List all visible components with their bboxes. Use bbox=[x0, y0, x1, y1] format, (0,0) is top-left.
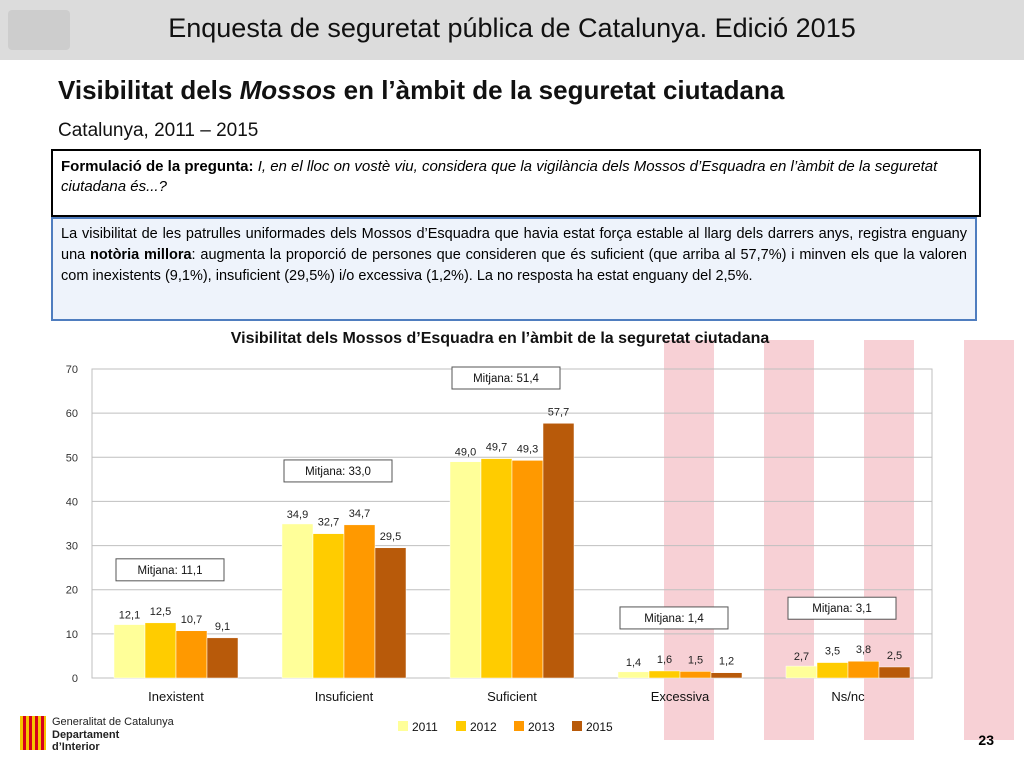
bar bbox=[113, 624, 146, 679]
data-label: 2,5 bbox=[887, 650, 902, 662]
bar bbox=[206, 637, 239, 679]
x-tick-label: Inexistent bbox=[148, 689, 204, 704]
data-label: 10,7 bbox=[181, 614, 202, 626]
mean-box bbox=[115, 558, 225, 582]
y-tick-label: 70 bbox=[66, 364, 78, 376]
question-text: I, en el lloc on vostè viu, considera qu… bbox=[61, 158, 938, 195]
x-tick-label: Ns/nc bbox=[831, 689, 865, 704]
legend-swatch bbox=[398, 721, 408, 731]
data-label: 29,5 bbox=[380, 531, 401, 543]
bar bbox=[542, 423, 575, 679]
data-label: 1,6 bbox=[657, 654, 672, 666]
bar bbox=[648, 670, 681, 679]
bar bbox=[847, 660, 880, 679]
bar bbox=[343, 524, 376, 679]
data-label: 57,7 bbox=[548, 406, 569, 418]
summary-bold: notòria millora bbox=[90, 247, 192, 263]
summary-part1: La visibilitat de les patrulles uniforma… bbox=[61, 226, 967, 263]
data-label: 1,2 bbox=[719, 656, 734, 668]
header-logo bbox=[8, 10, 70, 50]
y-tick-label: 50 bbox=[66, 452, 78, 464]
y-tick-label: 40 bbox=[66, 496, 78, 508]
mean-label: Mitjana: 11,1 bbox=[138, 565, 203, 577]
mean-label: Mitjana: 1,4 bbox=[644, 613, 704, 625]
data-label: 3,5 bbox=[825, 646, 840, 658]
mean-box bbox=[451, 366, 561, 390]
mean-label: Mitjana: 51,4 bbox=[473, 373, 539, 385]
legend-swatch bbox=[514, 721, 524, 731]
data-label: 34,9 bbox=[287, 509, 308, 521]
org-name: Generalitat de Catalunya bbox=[52, 716, 174, 728]
data-label: 3,8 bbox=[856, 644, 871, 656]
bar bbox=[710, 672, 743, 679]
legend-swatch bbox=[456, 721, 466, 731]
y-tick-label: 30 bbox=[66, 541, 78, 553]
summary-part2: : augmenta la proporció de persones que … bbox=[61, 247, 967, 284]
bar bbox=[816, 662, 849, 679]
bar bbox=[511, 460, 544, 679]
org-department: Departament bbox=[52, 729, 120, 741]
chart-title: Visibilitat dels Mossos d’Esquadra en l’… bbox=[230, 330, 770, 347]
bar bbox=[480, 458, 513, 679]
bar bbox=[281, 523, 314, 679]
bar bbox=[374, 547, 407, 679]
legend-label: 2011 bbox=[412, 720, 438, 734]
flag-icon bbox=[20, 716, 46, 750]
bar bbox=[878, 666, 911, 679]
mean-box bbox=[787, 596, 897, 620]
legend-label: 2013 bbox=[528, 720, 555, 734]
question-label: Formulació de la pregunta: bbox=[61, 158, 254, 175]
data-label: 9,1 bbox=[215, 621, 230, 633]
slide-title-pre: Visibilitat dels bbox=[58, 75, 240, 105]
data-label: 34,7 bbox=[349, 508, 370, 520]
bar bbox=[175, 630, 208, 679]
y-tick-label: 20 bbox=[66, 585, 78, 597]
mean-label: Mitjana: 33,0 bbox=[305, 466, 371, 478]
org-logo: Generalitat de Catalunya Departament d’I… bbox=[20, 714, 210, 754]
bar-chart: 0 10 20 30 40 50 60 70 12,1 12,5 10,7 9,1 Inexistent… bbox=[66, 364, 933, 734]
mean-box bbox=[283, 459, 393, 483]
bar bbox=[449, 461, 482, 679]
y-tick-label: 10 bbox=[66, 629, 78, 641]
org-department-name: d’Interior bbox=[52, 741, 100, 753]
mean-label: Mitjana: 3,1 bbox=[812, 603, 871, 615]
x-tick-label: Excessiva bbox=[651, 689, 710, 704]
data-label: 12,1 bbox=[119, 610, 140, 622]
data-label: 32,7 bbox=[318, 517, 339, 529]
x-tick-label: Insuficient bbox=[315, 689, 374, 704]
bar bbox=[312, 533, 345, 679]
data-label: 12,5 bbox=[150, 606, 171, 618]
header-title: Enquesta de seguretat pública de Catalun… bbox=[168, 13, 856, 43]
legend-label: 2012 bbox=[470, 720, 497, 734]
bar bbox=[679, 671, 712, 679]
data-label: 49,7 bbox=[486, 442, 507, 454]
y-tick-label: 0 bbox=[72, 673, 78, 685]
data-label: 1,5 bbox=[688, 654, 703, 666]
slide-title: Visibilitat dels Mossos en l’àmbit de la… bbox=[58, 75, 784, 106]
y-tick-label: 60 bbox=[66, 408, 78, 420]
question-box: Formulació de la pregunta: I, en el lloc… bbox=[51, 149, 981, 217]
legend-label: 2015 bbox=[586, 720, 613, 734]
header-bar bbox=[0, 0, 1024, 60]
slide-title-post: en l’àmbit de la seguretat ciutadana bbox=[336, 75, 785, 105]
slide-title-emphasis: Mossos bbox=[239, 75, 337, 105]
summary-box: La visibilitat de les patrulles uniforma… bbox=[51, 217, 977, 321]
x-tick-label: Suficient bbox=[487, 689, 537, 704]
mean-box bbox=[619, 606, 729, 630]
slide-subtitle: Catalunya, 2011 – 2015 bbox=[58, 120, 259, 141]
bar bbox=[617, 671, 650, 679]
bar bbox=[144, 622, 177, 679]
legend-swatch bbox=[572, 721, 582, 731]
data-label: 49,0 bbox=[455, 447, 476, 459]
data-label: 2,7 bbox=[794, 651, 809, 663]
data-label: 1,4 bbox=[626, 657, 641, 669]
page-number: 23 bbox=[978, 732, 994, 748]
data-label: 49,3 bbox=[517, 443, 538, 455]
bar bbox=[785, 665, 818, 679]
